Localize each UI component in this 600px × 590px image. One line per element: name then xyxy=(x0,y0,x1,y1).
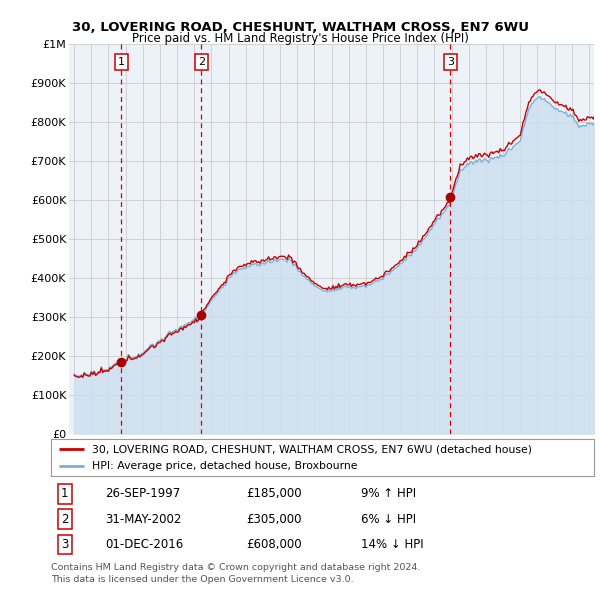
Text: 30, LOVERING ROAD, CHESHUNT, WALTHAM CROSS, EN7 6WU (detached house): 30, LOVERING ROAD, CHESHUNT, WALTHAM CRO… xyxy=(92,444,532,454)
Text: 26-SEP-1997: 26-SEP-1997 xyxy=(106,487,181,500)
Text: 9% ↑ HPI: 9% ↑ HPI xyxy=(361,487,416,500)
Text: 1: 1 xyxy=(118,57,125,67)
Text: This data is licensed under the Open Government Licence v3.0.: This data is licensed under the Open Gov… xyxy=(51,575,353,584)
Text: 2: 2 xyxy=(198,57,205,67)
Text: £185,000: £185,000 xyxy=(247,487,302,500)
Text: 2: 2 xyxy=(61,513,68,526)
Text: Price paid vs. HM Land Registry's House Price Index (HPI): Price paid vs. HM Land Registry's House … xyxy=(131,32,469,45)
Text: 6% ↓ HPI: 6% ↓ HPI xyxy=(361,513,416,526)
Text: 31-MAY-2002: 31-MAY-2002 xyxy=(106,513,182,526)
Text: £305,000: £305,000 xyxy=(247,513,302,526)
Text: 3: 3 xyxy=(447,57,454,67)
Text: 3: 3 xyxy=(61,538,68,551)
Text: HPI: Average price, detached house, Broxbourne: HPI: Average price, detached house, Brox… xyxy=(92,461,357,471)
Text: 30, LOVERING ROAD, CHESHUNT, WALTHAM CROSS, EN7 6WU: 30, LOVERING ROAD, CHESHUNT, WALTHAM CRO… xyxy=(71,21,529,34)
Text: 01-DEC-2016: 01-DEC-2016 xyxy=(106,538,184,551)
Text: Contains HM Land Registry data © Crown copyright and database right 2024.: Contains HM Land Registry data © Crown c… xyxy=(51,563,421,572)
Text: £608,000: £608,000 xyxy=(247,538,302,551)
Text: 14% ↓ HPI: 14% ↓ HPI xyxy=(361,538,423,551)
Text: 1: 1 xyxy=(61,487,68,500)
